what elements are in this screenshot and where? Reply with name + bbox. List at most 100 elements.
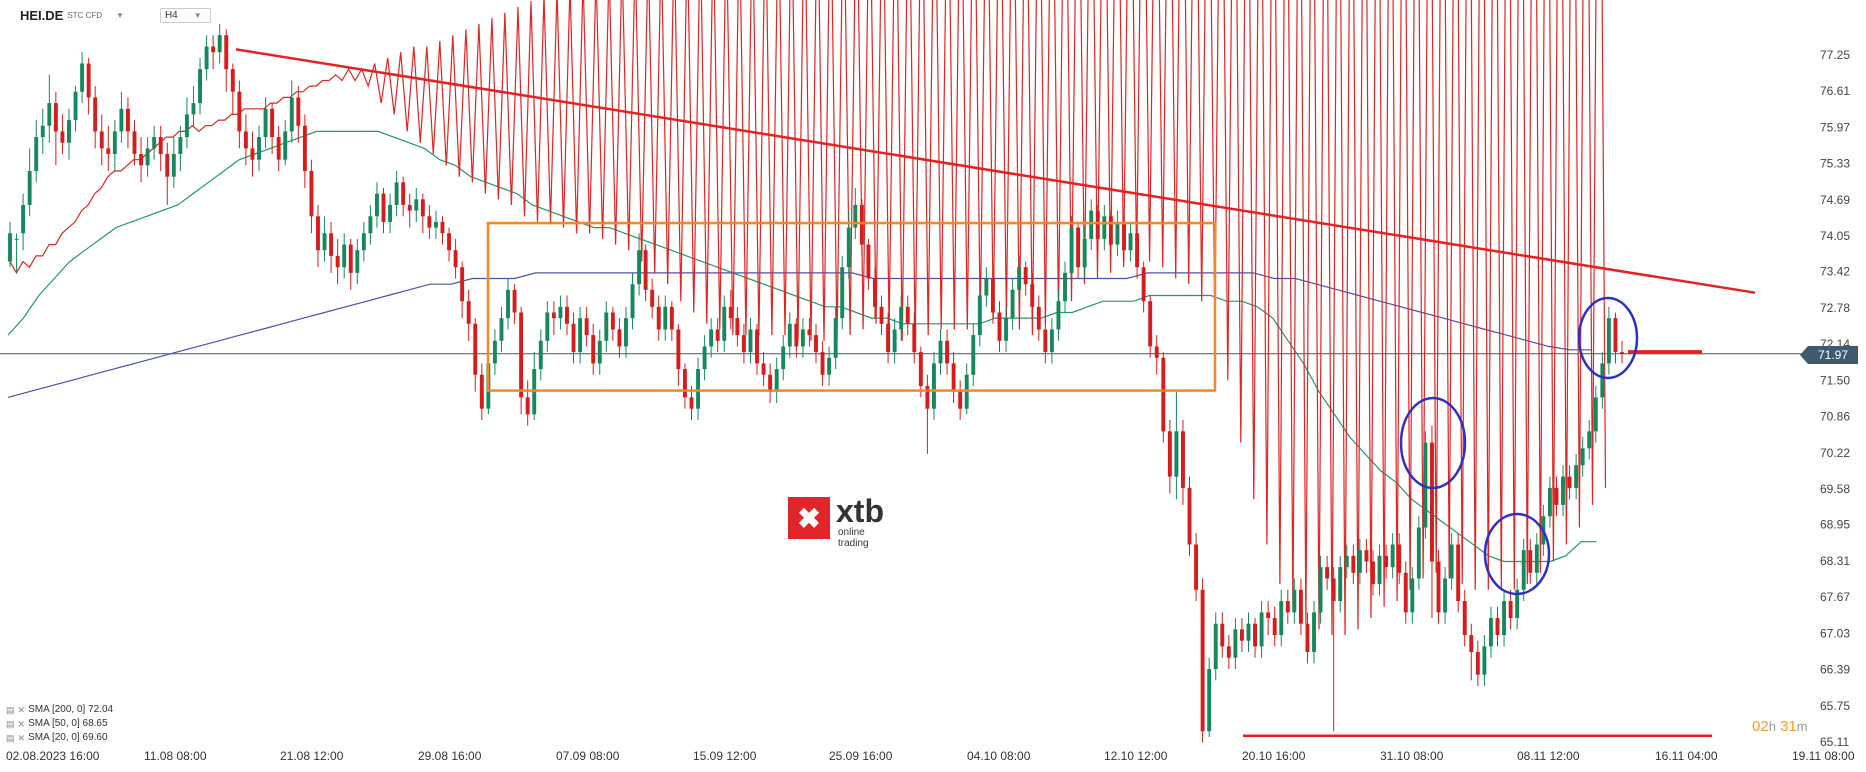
candle-body bbox=[1226, 646, 1231, 658]
candle-body bbox=[1403, 572, 1408, 613]
settings-icon[interactable]: ▤ bbox=[6, 719, 15, 729]
candle-body bbox=[14, 238, 19, 240]
chevron-down-icon[interactable]: ▼ bbox=[116, 10, 124, 20]
x-tick-label: 29.08 16:00 bbox=[418, 749, 482, 763]
close-icon[interactable]: ✕ bbox=[17, 705, 26, 715]
settings-icon[interactable]: ▤ bbox=[6, 733, 15, 743]
candle-body bbox=[1089, 210, 1094, 239]
legend-item-sma200[interactable]: ▤ ✕ SMA [200, 0] 72.04 bbox=[6, 703, 113, 717]
candle-body bbox=[1076, 227, 1081, 268]
candle-body bbox=[1272, 618, 1277, 636]
close-icon[interactable]: ✕ bbox=[17, 733, 26, 743]
candle-body bbox=[40, 125, 45, 138]
candle-body bbox=[637, 250, 642, 285]
candle-body bbox=[460, 267, 465, 302]
candle-body bbox=[1017, 267, 1022, 290]
x-tick-label: 25.09 16:00 bbox=[829, 749, 893, 763]
candle-body bbox=[243, 131, 248, 149]
candle-body bbox=[1246, 623, 1251, 641]
candle-body bbox=[604, 312, 609, 341]
candle-body bbox=[958, 391, 963, 409]
candle-body bbox=[1574, 465, 1579, 488]
candle-body bbox=[171, 154, 176, 177]
candle-body bbox=[676, 329, 681, 370]
close-icon[interactable]: ✕ bbox=[17, 719, 26, 729]
candle-body bbox=[840, 267, 845, 319]
candle-body bbox=[1371, 561, 1375, 585]
candle-body bbox=[1174, 431, 1179, 477]
candle-body bbox=[853, 204, 858, 228]
candle-body bbox=[1600, 363, 1605, 398]
candle-body bbox=[165, 154, 170, 177]
legend-label: SMA [50, 0] 68.65 bbox=[28, 718, 108, 729]
x-tick-label: 11.08 08:00 bbox=[144, 749, 207, 763]
candle-body bbox=[630, 284, 635, 319]
candle-body bbox=[47, 103, 52, 126]
candle-body bbox=[1122, 221, 1126, 251]
candle-body bbox=[1528, 550, 1533, 573]
candle-body bbox=[1141, 267, 1146, 302]
candle-body bbox=[21, 204, 26, 234]
candle-body bbox=[617, 329, 622, 347]
candle-body bbox=[781, 346, 786, 370]
candle-body bbox=[584, 318, 589, 336]
candle-body bbox=[1233, 629, 1238, 658]
candle-body bbox=[1390, 544, 1395, 568]
xtb-logo: ✖ xtb online trading bbox=[788, 493, 898, 549]
x-tick-label: 02.08.2023 16:00 bbox=[6, 749, 100, 763]
candle-body bbox=[316, 216, 320, 251]
candle-body bbox=[119, 108, 124, 132]
candle-body bbox=[1154, 346, 1159, 358]
candle-body bbox=[355, 250, 360, 273]
x-tick-label: 31.10 08:00 bbox=[1380, 749, 1444, 763]
candle-body bbox=[263, 108, 268, 138]
candle-body bbox=[132, 131, 137, 155]
candle-body bbox=[440, 221, 445, 234]
x-tick-label: 20.10 16:00 bbox=[1242, 749, 1306, 763]
y-tick-label: 72.78 bbox=[1820, 301, 1850, 315]
timeframe-select[interactable]: H4 ▼ bbox=[159, 7, 211, 23]
candle-body bbox=[270, 108, 275, 138]
candle-body bbox=[112, 131, 117, 155]
candle-body bbox=[715, 329, 720, 341]
timer-hours-unit: h bbox=[1768, 719, 1776, 734]
candle-body bbox=[335, 255, 340, 268]
candle-body bbox=[905, 306, 910, 324]
symbol-label[interactable]: HEI.DE bbox=[20, 7, 64, 23]
candle-body bbox=[106, 148, 111, 155]
x-tick-label: 04.10 08:00 bbox=[967, 749, 1031, 763]
settings-icon[interactable]: ▤ bbox=[6, 705, 15, 715]
candle-body bbox=[1010, 289, 1015, 319]
candle-body bbox=[73, 91, 78, 121]
candle-body bbox=[506, 289, 510, 319]
candle-body bbox=[1253, 623, 1257, 647]
candle-body bbox=[859, 204, 864, 245]
candle-body bbox=[1207, 668, 1212, 732]
candle-body bbox=[925, 386, 930, 409]
candle-body bbox=[230, 69, 235, 92]
candle-body bbox=[1547, 487, 1552, 517]
candle-body bbox=[1488, 618, 1493, 647]
legend-item-sma20[interactable]: ▤ ✕ SMA [20, 0] 69.60 bbox=[6, 731, 113, 745]
instrument-type-label: STC CFD bbox=[67, 10, 103, 20]
candle-body bbox=[184, 114, 189, 138]
candle-body bbox=[1285, 601, 1290, 613]
candle-body bbox=[519, 312, 524, 398]
sma200-line bbox=[7, 272, 1591, 398]
legend-item-sma50[interactable]: ▤ ✕ SMA [50, 0] 68.65 bbox=[6, 717, 113, 731]
candle-body bbox=[971, 335, 976, 375]
y-tick-label: 75.97 bbox=[1820, 120, 1850, 134]
candle-body bbox=[735, 318, 740, 336]
candle-body bbox=[696, 369, 701, 409]
candle-body bbox=[1004, 318, 1008, 341]
candle-body bbox=[1115, 221, 1120, 245]
chevron-down-icon: ▼ bbox=[193, 10, 202, 20]
candle-body bbox=[669, 306, 674, 330]
candle-body bbox=[302, 125, 307, 172]
indicator-legend: ▤ ✕ SMA [200, 0] 72.04 ▤ ✕ SMA [50, 0] 6… bbox=[6, 703, 113, 745]
candle-body bbox=[1108, 216, 1113, 245]
candle-body bbox=[1220, 623, 1225, 647]
timer-hours: 02 bbox=[1752, 718, 1769, 735]
